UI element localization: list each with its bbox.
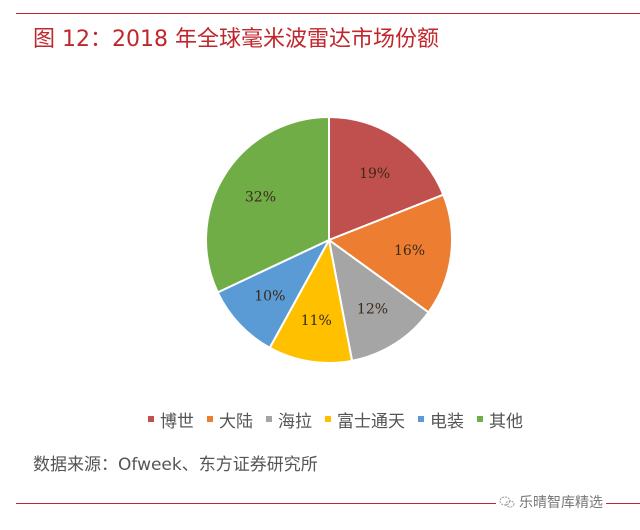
legend-item: 大陆: [207, 407, 253, 432]
pie-chart: 19% 16% 12% 11% 10% 32%: [205, 115, 453, 364]
watermark: 乐晴智库精选: [496, 492, 606, 512]
legend-label: 大陆: [219, 411, 253, 432]
pie-slice-1: [326, 193, 453, 314]
slice-label: 10%: [254, 289, 285, 305]
legend-label: 海拉: [278, 411, 312, 432]
legend-item: 电装: [418, 407, 464, 432]
watermark-text: 乐晴智库精选: [519, 495, 603, 511]
chart-legend: 博世 大陆 海拉 富士通天 电装 其他: [148, 407, 536, 432]
pie-svg: 19% 16% 12% 11% 10% 32%: [205, 115, 453, 364]
bottom-divider: [16, 503, 640, 504]
slice-label: 12%: [357, 302, 388, 318]
legend-label: 电装: [430, 411, 464, 432]
legend-swatch-icon: [325, 416, 331, 422]
legend-label: 其他: [489, 411, 523, 432]
legend-item: 富士通天: [325, 407, 405, 432]
legend-swatch-icon: [266, 416, 272, 422]
legend-item: 其他: [477, 407, 523, 432]
data-source: 数据来源：Ofweek、东方证券研究所: [33, 455, 318, 475]
legend-swatch-icon: [477, 416, 483, 422]
pie-slice-4: [216, 237, 332, 350]
slice-label: 16%: [394, 243, 425, 259]
legend-swatch-icon: [207, 416, 213, 422]
legend-swatch-icon: [148, 416, 154, 422]
slice-label: 11%: [301, 313, 332, 329]
legend-label: 博世: [160, 411, 194, 432]
top-divider: [16, 13, 640, 14]
pie-slice-3: [268, 237, 354, 364]
wechat-icon: [499, 496, 515, 508]
legend-item: 海拉: [266, 407, 312, 432]
legend-swatch-icon: [418, 416, 424, 422]
pie-slice-2: [327, 237, 430, 362]
legend-label: 富士通天: [337, 411, 405, 432]
slice-label: 32%: [245, 190, 276, 206]
pie-slice-0: [328, 115, 445, 242]
pie-slice-5: [205, 115, 330, 294]
legend-item: 博世: [148, 407, 194, 432]
figure-title: 图 12：2018 年全球毫米波雷达市场份额: [33, 27, 439, 52]
slice-label: 19%: [359, 166, 390, 182]
